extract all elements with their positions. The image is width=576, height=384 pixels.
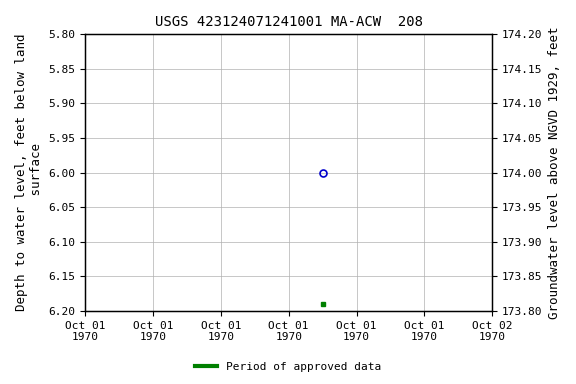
Title: USGS 423124071241001 MA-ACW  208: USGS 423124071241001 MA-ACW 208 [155,15,423,29]
Y-axis label: Depth to water level, feet below land
 surface: Depth to water level, feet below land su… [15,34,43,311]
Legend: Period of approved data: Period of approved data [191,358,385,377]
Y-axis label: Groundwater level above NGVD 1929, feet: Groundwater level above NGVD 1929, feet [548,26,561,319]
